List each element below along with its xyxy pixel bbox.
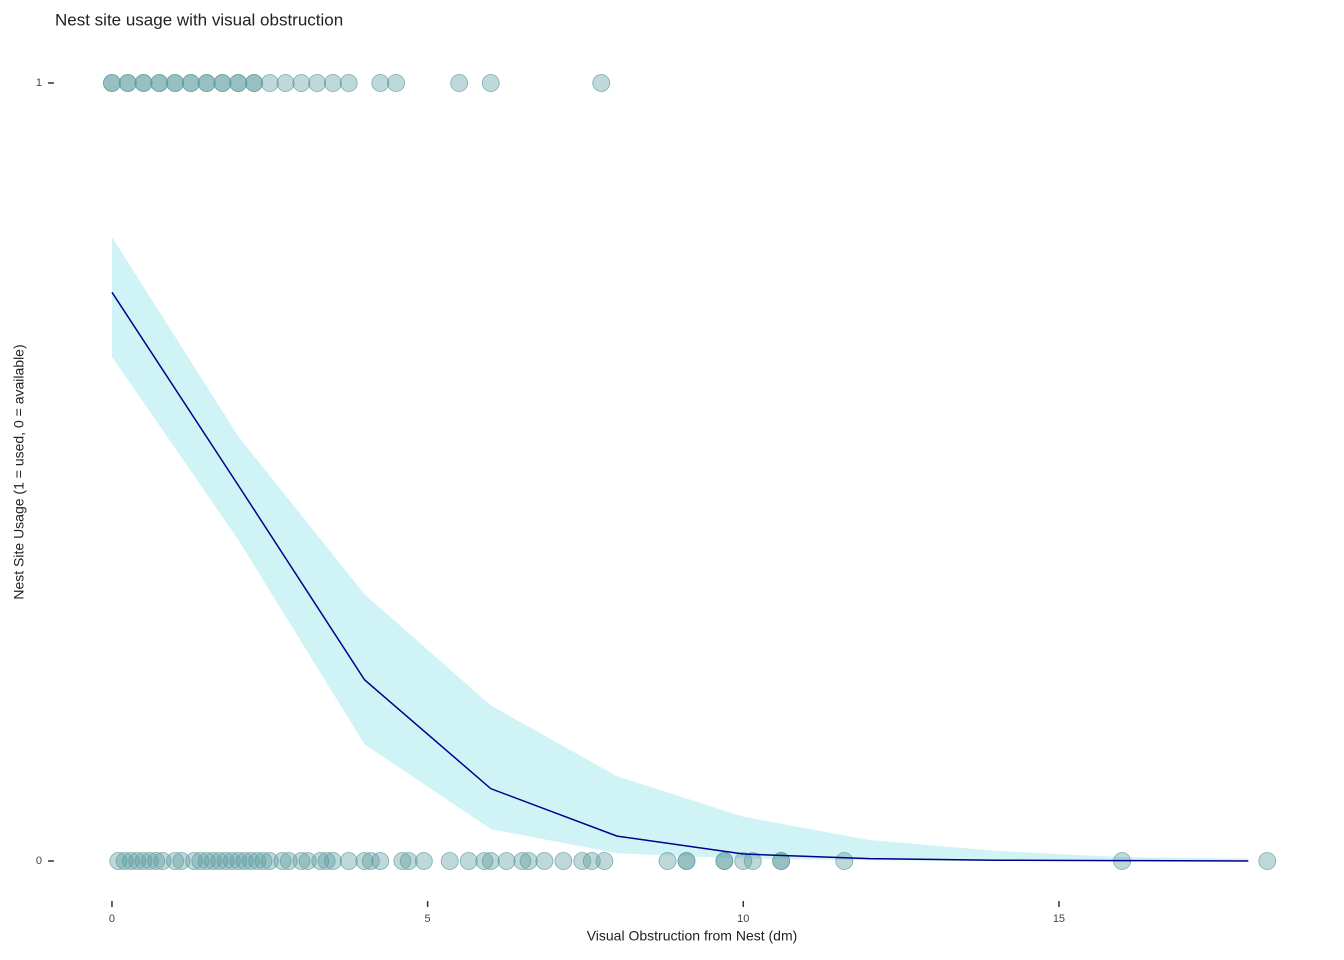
point	[573, 852, 592, 870]
point	[204, 852, 222, 870]
point	[134, 74, 153, 92]
point	[497, 852, 516, 870]
point	[181, 74, 200, 92]
point	[153, 852, 172, 870]
point	[197, 852, 216, 870]
point	[677, 852, 696, 870]
point	[311, 852, 330, 870]
point	[279, 852, 298, 870]
point	[118, 74, 137, 92]
point	[213, 74, 232, 92]
point	[185, 852, 203, 870]
point	[835, 852, 854, 870]
point	[147, 852, 166, 870]
point	[658, 852, 677, 870]
point	[339, 74, 358, 92]
x-tick-label: 10	[737, 913, 749, 925]
point	[254, 852, 273, 870]
x-tick-label: 15	[1053, 913, 1065, 925]
point	[481, 852, 500, 870]
point	[229, 74, 248, 92]
x-tick-label: 0	[109, 913, 115, 925]
point	[475, 852, 494, 870]
point	[260, 74, 279, 92]
point	[317, 852, 336, 870]
point	[481, 74, 500, 92]
point	[150, 74, 169, 92]
x-axis-label: Visual Obstruction from Nest (dm)	[587, 928, 798, 944]
point	[459, 852, 478, 870]
point	[216, 852, 235, 870]
point	[140, 852, 159, 870]
point	[595, 852, 614, 870]
point	[535, 852, 554, 870]
point	[743, 852, 762, 870]
point	[371, 74, 390, 92]
point	[1258, 852, 1277, 870]
point	[245, 74, 263, 92]
point	[371, 852, 390, 870]
fit-line	[111, 291, 1249, 862]
point	[260, 852, 279, 870]
point	[339, 852, 358, 870]
point	[122, 852, 140, 870]
point	[513, 852, 532, 870]
confidence-band	[111, 237, 1249, 861]
point	[450, 74, 469, 92]
point	[361, 852, 380, 870]
point	[734, 852, 753, 870]
point	[440, 852, 459, 870]
y-tick-label: 1	[36, 77, 42, 89]
point	[109, 852, 128, 870]
point	[772, 852, 791, 870]
point	[292, 852, 311, 870]
point	[134, 852, 153, 870]
point	[292, 74, 311, 92]
point	[166, 852, 184, 870]
point	[393, 852, 412, 870]
point	[103, 74, 121, 92]
point	[399, 852, 418, 870]
point	[387, 74, 405, 92]
point	[191, 852, 210, 870]
point	[197, 74, 216, 92]
point	[235, 852, 254, 870]
point	[324, 74, 342, 92]
point	[166, 74, 184, 92]
point	[554, 852, 573, 870]
point	[308, 74, 327, 92]
point	[592, 74, 611, 92]
point	[298, 852, 317, 870]
point	[276, 74, 295, 92]
point	[210, 852, 229, 870]
point	[115, 852, 134, 870]
point	[715, 852, 734, 870]
point	[241, 852, 260, 870]
point	[248, 852, 267, 870]
point	[229, 852, 248, 870]
point	[519, 852, 538, 870]
x-tick-label: 5	[425, 913, 431, 925]
chart-title: Nest site usage with visual obstruction	[55, 10, 343, 29]
y-tick-label: 0	[36, 855, 42, 867]
point	[223, 852, 241, 870]
point	[582, 852, 601, 870]
y-axis-label: Nest Site Usage (1 = used, 0 = available…	[11, 344, 27, 599]
point	[324, 852, 342, 870]
point	[172, 852, 191, 870]
point	[355, 852, 374, 870]
point	[128, 852, 147, 870]
point	[273, 852, 292, 870]
point	[414, 852, 433, 870]
